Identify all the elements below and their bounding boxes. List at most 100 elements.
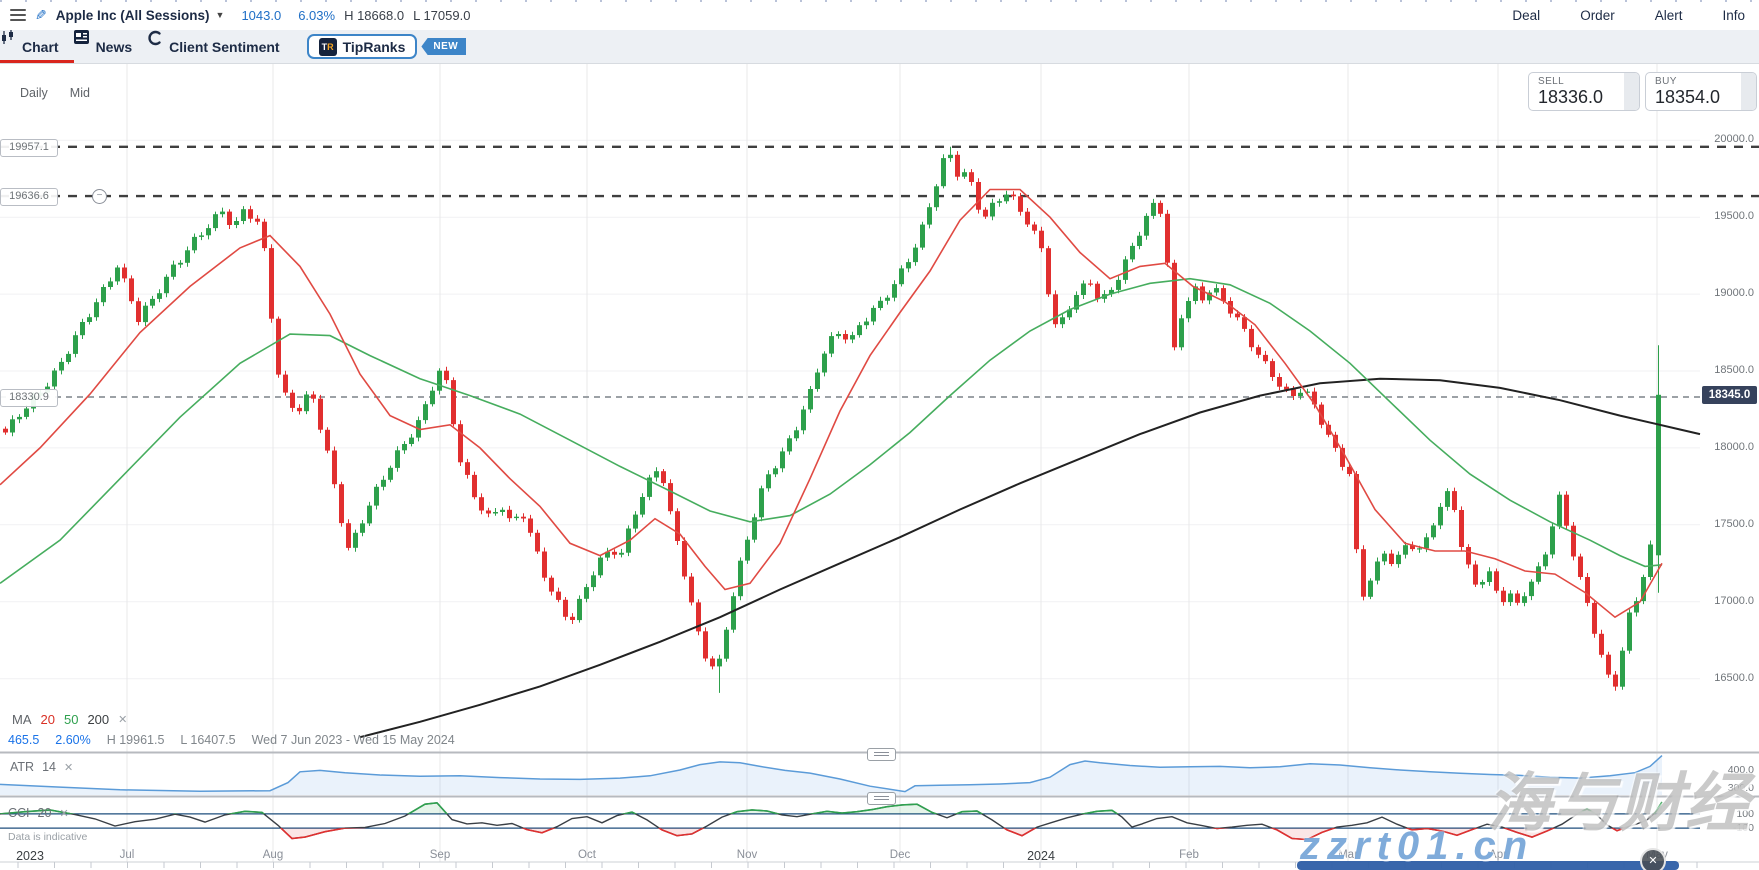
atr-close-icon[interactable]: ✕ — [63, 761, 74, 774]
day-change-value: 1043.0 — [241, 7, 282, 23]
y-axis-label: 19500.0 — [1714, 210, 1754, 222]
ma-period-200[interactable]: 200 — [87, 712, 110, 727]
cci-line-oversold — [279, 828, 1627, 841]
ma-line-ma20 — [0, 188, 1663, 619]
atr-line — [0, 755, 1663, 793]
cci-hi-area — [0, 802, 1662, 814]
top-bar: ✎ Apple Inc (All Sessions) ▼ 1043.0 6.03… — [0, 0, 1759, 31]
price-level-label[interactable]: 18330.9 — [0, 389, 58, 407]
atr-axis-label: 400.0 — [1727, 764, 1754, 776]
watermark-chinese: 海与财经 — [1487, 767, 1751, 839]
tab-chart[interactable]: Chart — [0, 30, 74, 63]
y-axis-label: 18500.0 — [1714, 364, 1754, 376]
sell-button[interactable]: SELL 18336.0 — [1528, 72, 1640, 111]
level-remove-handle[interactable]: − — [92, 189, 107, 204]
sell-price: 18336.0 — [1538, 87, 1604, 107]
new-badge: NEW — [421, 38, 467, 55]
candles — [3, 146, 1661, 693]
ma-legend: MA 20 50 200 ✕ — [12, 712, 127, 727]
sell-label: SELL — [1538, 76, 1565, 87]
price-level-label[interactable]: 19957.1 — [0, 139, 58, 157]
atr-panel-drag-handle[interactable] — [867, 748, 896, 761]
menu-item-order[interactable]: Order — [1580, 7, 1615, 23]
x-axis-label: Sep — [429, 849, 451, 861]
day-low: L 17059.0 — [413, 7, 471, 23]
y-axis-label: 18000.0 — [1714, 441, 1754, 453]
watermark-underline-bar — [1297, 861, 1679, 870]
menu-item-deal[interactable]: Deal — [1512, 7, 1541, 23]
cci-axis-label: 100 — [1736, 808, 1754, 820]
hamburger-menu-icon[interactable] — [10, 9, 26, 21]
period-low: L 16407.5 — [180, 733, 236, 747]
cci-panel-drag-handle[interactable] — [867, 792, 896, 805]
tab-client-sentiment-label: Client Sentiment — [169, 38, 280, 55]
buy-button[interactable]: BUY 18354.0 — [1645, 72, 1757, 111]
atr-label: ATR — [10, 760, 35, 774]
x-axis-label: Oct — [578, 849, 596, 861]
buy-button-shade — [1741, 73, 1756, 110]
cci-line-overbought — [0, 801, 1663, 814]
cci-label: CCI — [8, 806, 30, 820]
x-axis-label: Feb — [1179, 849, 1199, 861]
price-level-label[interactable]: 19636.6 — [0, 188, 58, 206]
period-high: H 19961.5 — [106, 733, 165, 747]
instrument-title[interactable]: Apple Inc (All Sessions) — [55, 7, 210, 23]
buy-price: 18354.0 — [1655, 87, 1721, 107]
tab-tipranks-label: TipRanks — [342, 38, 406, 55]
ma-line-ma50 — [0, 277, 1663, 584]
chevron-down-icon[interactable]: ▼ — [215, 10, 225, 20]
x-axis-label: Aug — [262, 849, 284, 861]
tab-chart-label: Chart — [22, 38, 59, 55]
y-axis-label: 17000.0 — [1714, 595, 1754, 607]
cci-close-icon[interactable]: ✕ — [59, 807, 69, 820]
range-value: 465.5 — [8, 733, 40, 747]
atr-legend: ATR 14 ✕ — [10, 760, 73, 774]
atr-param[interactable]: 14 — [42, 760, 56, 774]
day-high: H 18668.0 — [344, 7, 405, 23]
ma-close-icon[interactable]: ✕ — [118, 714, 128, 726]
y-axis-label: 19000.0 — [1714, 287, 1754, 299]
x-axis-label: Apr — [1489, 849, 1507, 861]
cci-param[interactable]: 20 — [37, 806, 52, 820]
top-ruler-ticks — [0, 0, 1759, 2]
menu-item-info[interactable]: Info — [1722, 7, 1745, 23]
atr-axis-label: 300.0 — [1727, 782, 1754, 794]
ma-period-20[interactable]: 20 — [40, 712, 55, 727]
chart-toolbar: Daily Mid — [20, 86, 90, 100]
price-basis-select[interactable]: Mid — [69, 86, 90, 100]
timeframe-select[interactable]: Daily — [20, 86, 48, 100]
cci-axis-label: -100 — [1732, 822, 1754, 834]
ma-line-ma200 — [359, 377, 1701, 739]
tab-news-label: News — [95, 38, 133, 55]
ma-period-50[interactable]: 50 — [63, 712, 79, 727]
period-range: Wed 7 Jun 2023 - Wed 15 May 2024 — [251, 733, 455, 747]
y-axis-label: 17500.0 — [1714, 518, 1754, 530]
data-indicative-note: Data is indicative — [8, 831, 88, 843]
edit-pencil-icon[interactable]: ✎ — [35, 6, 47, 23]
x-axis-label: 2023 — [16, 849, 44, 863]
watermark-site: zzrt01.cn — [1300, 824, 1535, 868]
header-menu: Deal Order Alert Info — [1512, 0, 1745, 30]
tab-news[interactable]: News — [73, 30, 148, 63]
cci-lo-area — [281, 828, 1625, 840]
menu-item-alert[interactable]: Alert — [1654, 7, 1683, 23]
x-axis-label: Nov — [736, 849, 758, 861]
x-axis-label: 2024 — [1027, 849, 1055, 863]
range-percent: 2.60% — [55, 733, 91, 747]
y-axis-label: 20000.0 — [1714, 133, 1754, 145]
cci-legend: CCI 20 ✕ — [8, 806, 69, 820]
watermark-close-icon[interactable]: ✕ — [1640, 848, 1666, 870]
range-stats: 465.5 2.60% H 19961.5 L 16407.5 Wed 7 Ju… — [8, 733, 455, 747]
y-axis-label: 16500.0 — [1714, 672, 1754, 684]
x-axis-label: Mar — [1338, 849, 1358, 861]
ma-legend-label: MA — [12, 712, 32, 727]
tab-client-sentiment[interactable]: Client Sentiment — [147, 30, 294, 63]
sell-button-shade — [1624, 73, 1639, 110]
x-axis-label: Jul — [119, 849, 135, 861]
